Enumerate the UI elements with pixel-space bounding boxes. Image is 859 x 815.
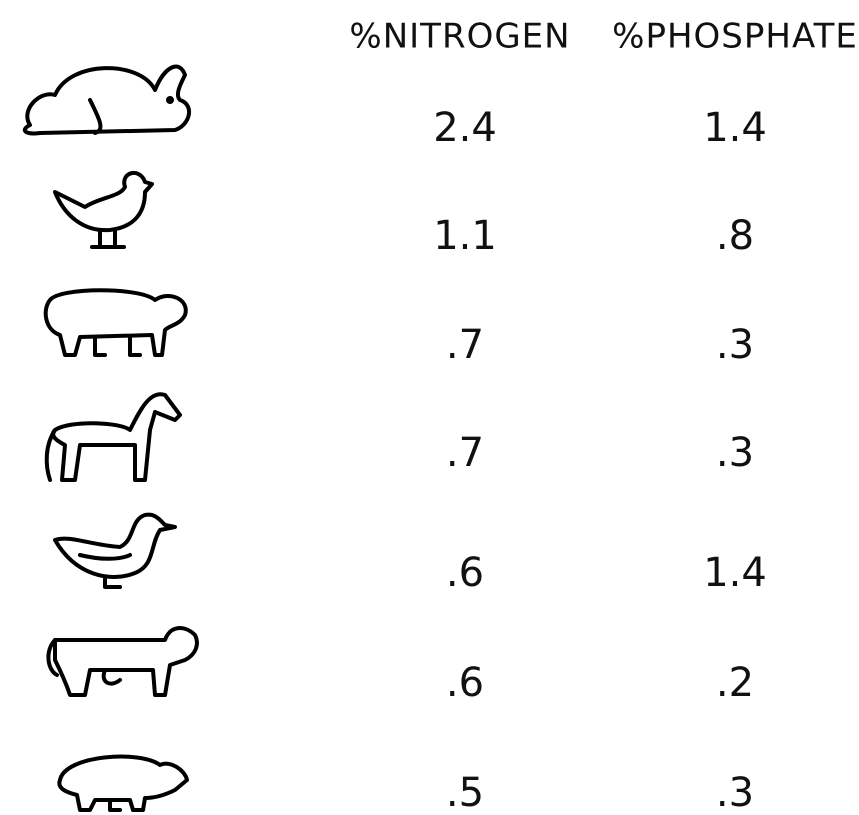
duck-icon: [55, 515, 175, 587]
cow-icon: [48, 628, 197, 695]
table-cell: .3: [716, 322, 754, 368]
table-sheet: %NITROGEN %PHOSPHATE 2.4 1.4 1.1 .8 .7 .3 .7 .3…: [0, 0, 859, 815]
table-cell: .7: [446, 430, 484, 476]
table-cell: .6: [446, 550, 484, 596]
chicken-icon: [55, 173, 152, 247]
table-cell: 1.4: [703, 105, 767, 151]
table-cell: .5: [446, 770, 484, 815]
table-cell: 1.4: [703, 550, 767, 596]
table-cell: 2.4: [433, 105, 497, 151]
rabbit-icon: [25, 67, 189, 134]
table-cell: .3: [716, 770, 754, 815]
table-cell: .6: [446, 660, 484, 706]
table-cell: 1.1: [433, 213, 497, 259]
pig-icon: [59, 757, 187, 810]
table-cell: .2: [716, 660, 754, 706]
table-cell: .3: [716, 430, 754, 476]
column-header: %NITROGEN: [349, 17, 570, 57]
horse-icon: [47, 394, 180, 480]
page: %NITROGEN %PHOSPHATE 2.4 1.4 1.1 .8 .7 .3 .7 .3…: [0, 0, 859, 815]
table-cell: .8: [716, 213, 754, 259]
column-header: %PHOSPHATE: [612, 17, 858, 57]
table-cell: .7: [446, 322, 484, 368]
sheep-icon: [46, 290, 186, 355]
